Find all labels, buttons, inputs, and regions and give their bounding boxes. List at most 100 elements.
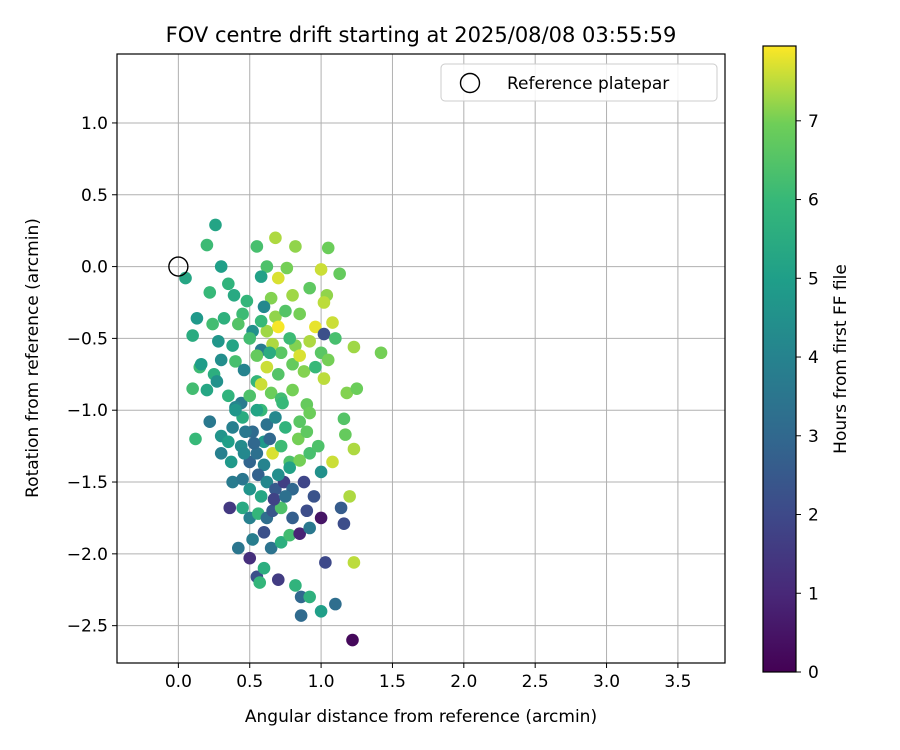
colorbar-label: Hours from first FF file — [831, 264, 851, 454]
data-point — [250, 349, 264, 362]
data-point — [329, 597, 342, 611]
data-point — [243, 482, 257, 496]
y-tick-label: −2.5 — [67, 617, 108, 637]
data-point — [260, 260, 274, 273]
data-point — [260, 324, 274, 338]
data-point — [293, 527, 306, 541]
data-point — [200, 383, 214, 397]
data-point — [286, 289, 299, 302]
data-point — [337, 412, 351, 426]
colorbar-tick-label: 4 — [808, 348, 819, 368]
data-point — [293, 454, 306, 467]
data-point — [283, 528, 296, 542]
colorbar-tick-label: 0 — [808, 663, 819, 683]
x-tick-label: 0.5 — [236, 672, 263, 692]
data-point — [283, 461, 296, 474]
data-point — [269, 411, 282, 424]
x-axis: 0.0 0.5 1.0 1.5 2.0 2.5 3.0 3.5 — [165, 663, 691, 692]
data-point — [239, 425, 252, 439]
data-point — [293, 307, 306, 321]
data-point — [186, 382, 199, 395]
data-point — [293, 415, 306, 428]
data-point — [214, 446, 228, 460]
data-point — [317, 372, 331, 385]
data-point — [214, 260, 228, 273]
data-point — [280, 261, 294, 275]
data-point — [254, 314, 268, 328]
data-point — [212, 334, 225, 348]
data-point — [247, 436, 261, 450]
data-point — [240, 294, 254, 308]
data-point — [347, 556, 361, 569]
legend: Reference platepar — [440, 63, 718, 102]
colorbar-gradient — [762, 45, 797, 673]
data-point — [250, 403, 264, 417]
legend-box — [440, 63, 718, 102]
data-point — [214, 353, 228, 367]
data-point — [257, 300, 271, 314]
data-point — [186, 329, 199, 342]
data-point — [243, 332, 257, 345]
data-point — [294, 609, 308, 622]
x-tick-label: 2.5 — [522, 672, 549, 692]
data-point — [267, 492, 281, 506]
colorbar: 0 1 2 3 4 5 6 7 Hours from first FF file — [762, 45, 851, 683]
data-point — [329, 332, 342, 345]
data-point — [243, 551, 257, 565]
legend-reference-marker-icon — [459, 72, 481, 94]
data-point — [251, 468, 265, 482]
data-point — [223, 501, 237, 515]
data-point — [226, 421, 239, 434]
x-tick-label: 0.0 — [165, 672, 192, 692]
data-point — [297, 475, 311, 489]
data-point — [222, 277, 235, 291]
data-point — [347, 340, 361, 354]
data-point — [340, 386, 354, 400]
data-point — [314, 465, 328, 479]
data-point — [260, 360, 274, 374]
data-point — [253, 576, 267, 589]
colorbar-tick-label: 6 — [808, 191, 819, 211]
data-point — [263, 432, 277, 446]
data-point — [260, 418, 274, 431]
data-point — [194, 357, 208, 371]
data-point — [297, 365, 311, 378]
data-point — [326, 455, 339, 469]
plot-frame — [116, 53, 726, 664]
data-point — [317, 327, 331, 341]
data-point — [269, 310, 282, 324]
data-point — [257, 561, 271, 575]
data-point — [226, 475, 239, 489]
data-point — [300, 504, 314, 518]
data-point — [314, 263, 328, 276]
data-point — [236, 307, 249, 321]
data-point — [237, 363, 251, 377]
data-point — [274, 536, 288, 549]
data-point — [321, 353, 335, 367]
data-point — [317, 296, 331, 309]
y-axis-label: Rotation from reference (arcmin) — [23, 218, 43, 498]
data-point — [286, 511, 299, 525]
data-point — [337, 517, 351, 530]
data-point — [333, 267, 346, 281]
data-point — [222, 389, 235, 403]
data-point — [279, 421, 292, 434]
data-point — [334, 501, 348, 515]
data-point — [274, 346, 288, 360]
data-point — [190, 311, 204, 325]
data-point — [264, 291, 278, 305]
data-point — [271, 468, 285, 482]
y-tick-label: −1.5 — [67, 473, 108, 493]
data-point — [303, 281, 316, 295]
data-point — [200, 238, 214, 252]
data-point — [274, 501, 288, 515]
data-point — [206, 317, 219, 331]
data-point — [271, 573, 285, 586]
data-point — [274, 439, 288, 453]
data-point — [226, 339, 239, 352]
data-point — [232, 317, 245, 331]
data-point — [269, 231, 282, 245]
data-point — [350, 382, 364, 395]
data-point — [309, 360, 322, 374]
